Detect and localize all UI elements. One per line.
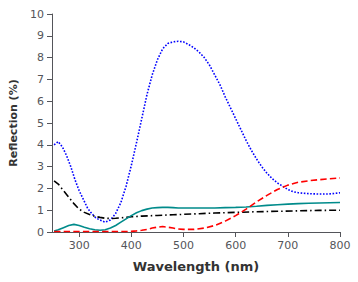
svg-text:600: 600	[225, 239, 246, 252]
svg-text:7: 7	[37, 73, 44, 86]
svg-text:500: 500	[173, 239, 194, 252]
svg-text:700: 700	[277, 239, 298, 252]
svg-text:Reflection (%): Reflection (%)	[7, 79, 20, 166]
svg-text:800: 800	[330, 239, 351, 252]
svg-text:9: 9	[37, 29, 44, 42]
svg-text:0: 0	[37, 226, 44, 239]
svg-text:6: 6	[37, 95, 44, 108]
svg-text:400: 400	[121, 239, 142, 252]
svg-text:5: 5	[37, 117, 44, 130]
svg-text:300: 300	[69, 239, 90, 252]
svg-text:8: 8	[37, 51, 44, 64]
svg-text:10: 10	[30, 8, 44, 21]
svg-text:2: 2	[37, 182, 44, 195]
svg-text:4: 4	[37, 138, 44, 151]
svg-text:3: 3	[37, 160, 44, 173]
svg-text:1: 1	[37, 204, 44, 217]
svg-text:Wavelength (nm): Wavelength (nm)	[133, 259, 259, 274]
